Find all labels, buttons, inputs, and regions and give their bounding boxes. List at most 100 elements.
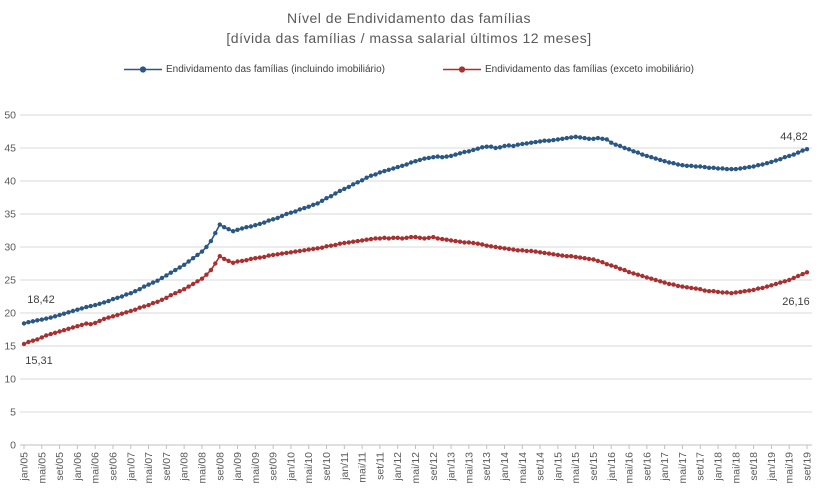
data-point-marker (471, 240, 476, 246)
data-point-marker (230, 260, 236, 265)
series-line (23, 236, 808, 345)
data-point-marker (662, 280, 667, 285)
data-point-marker (497, 245, 503, 250)
data-point-marker (426, 155, 431, 161)
data-point-marker (386, 236, 391, 241)
data-point-marker (239, 226, 245, 231)
data-point-marker (319, 198, 325, 203)
data-point-marker (244, 258, 249, 263)
data-point-marker (769, 283, 774, 288)
data-point-marker (195, 279, 200, 284)
data-point-marker (115, 295, 120, 300)
data-point-marker (635, 150, 641, 155)
x-axis-label: set/13 (481, 452, 493, 481)
data-point-marker (475, 146, 480, 151)
data-point-marker (119, 311, 125, 316)
legend-label-exceto: Endividamento das famílias (exceto imobi… (485, 64, 694, 75)
data-point-marker (698, 164, 703, 169)
data-point-marker (422, 236, 427, 241)
data-point-marker (511, 247, 516, 252)
data-point-marker (791, 152, 796, 157)
data-point-marker (21, 321, 27, 326)
data-point-marker (755, 163, 761, 168)
data-point-marker (582, 135, 587, 141)
data-point-marker (542, 250, 547, 256)
data-point-marker (622, 145, 627, 151)
y-axis-label: 35 (4, 209, 16, 221)
data-point-marker (613, 142, 618, 147)
data-point-marker (711, 289, 716, 294)
data-point-marker (524, 141, 529, 146)
data-point-marker (738, 166, 743, 171)
data-point-marker (35, 318, 40, 323)
data-point-marker (600, 136, 605, 141)
data-point-marker (26, 339, 31, 345)
data-point-marker (66, 326, 71, 331)
x-axis-label: mai/10 (303, 452, 315, 484)
data-point-marker (782, 155, 787, 160)
data-point-marker (164, 273, 169, 278)
data-point-marker (66, 310, 71, 315)
data-point-marker (715, 166, 721, 171)
data-point-marker (355, 180, 360, 185)
data-point-marker (275, 215, 280, 221)
data-point-marker (150, 300, 156, 306)
data-point-marker (444, 154, 449, 159)
data-point-marker (222, 256, 227, 262)
data-point-marker (293, 209, 298, 214)
data-point-marker (440, 155, 445, 160)
data-point-marker (315, 201, 320, 206)
x-axis-label: jan/08 (179, 452, 191, 482)
data-point-marker (275, 252, 280, 257)
data-point-marker (30, 319, 36, 324)
data-point-marker (475, 241, 480, 246)
data-point-marker (377, 236, 383, 241)
data-point-marker (253, 256, 258, 261)
x-axis-label: set/11 (374, 452, 386, 480)
x-axis-label: set/19 (802, 452, 814, 481)
data-point-marker (520, 248, 525, 253)
data-point-marker (582, 256, 587, 261)
data-point-marker (520, 141, 525, 147)
data-point-marker (159, 297, 165, 302)
data-point-marker (235, 259, 240, 264)
data-point-marker (266, 253, 271, 258)
data-point-marker (782, 279, 787, 284)
data-point-marker (435, 236, 440, 241)
data-point-marker (244, 225, 249, 230)
data-point-marker (471, 147, 476, 153)
data-point-marker (408, 160, 414, 165)
data-point-marker (213, 230, 218, 236)
data-point-marker (302, 205, 307, 211)
data-point-marker (675, 283, 681, 289)
data-point-marker (217, 254, 222, 259)
x-axis-label: set/06 (107, 452, 119, 481)
chart-subtitle: [dívida das famílias / massa salarial úl… (226, 30, 592, 46)
x-axis-label: set/15 (588, 452, 600, 481)
x-axis-label: set/05 (54, 452, 66, 481)
data-point-marker (270, 252, 276, 258)
data-point-marker (70, 308, 76, 314)
data-point-marker (488, 144, 494, 149)
data-point-marker (764, 161, 770, 166)
data-point-marker (671, 161, 676, 166)
data-point-marker (346, 184, 351, 190)
data-point-marker (195, 252, 200, 258)
data-point-marker (93, 320, 98, 326)
data-point-marker (222, 225, 227, 230)
data-point-marker (190, 281, 196, 287)
data-point-marker (702, 288, 707, 293)
data-point-marker (533, 139, 538, 145)
data-point-marker (97, 301, 102, 306)
data-point-marker (186, 259, 191, 264)
data-point-marker (751, 287, 756, 293)
data-point-marker (586, 136, 592, 141)
data-point-marker (431, 234, 436, 240)
data-point-marker (257, 255, 262, 260)
data-point-marker (164, 295, 169, 300)
data-point-marker (457, 239, 463, 244)
data-point-marker (760, 162, 765, 167)
data-point-marker (724, 290, 730, 295)
series-exceto-imobiliario (21, 234, 810, 347)
data-point-marker (262, 220, 267, 225)
